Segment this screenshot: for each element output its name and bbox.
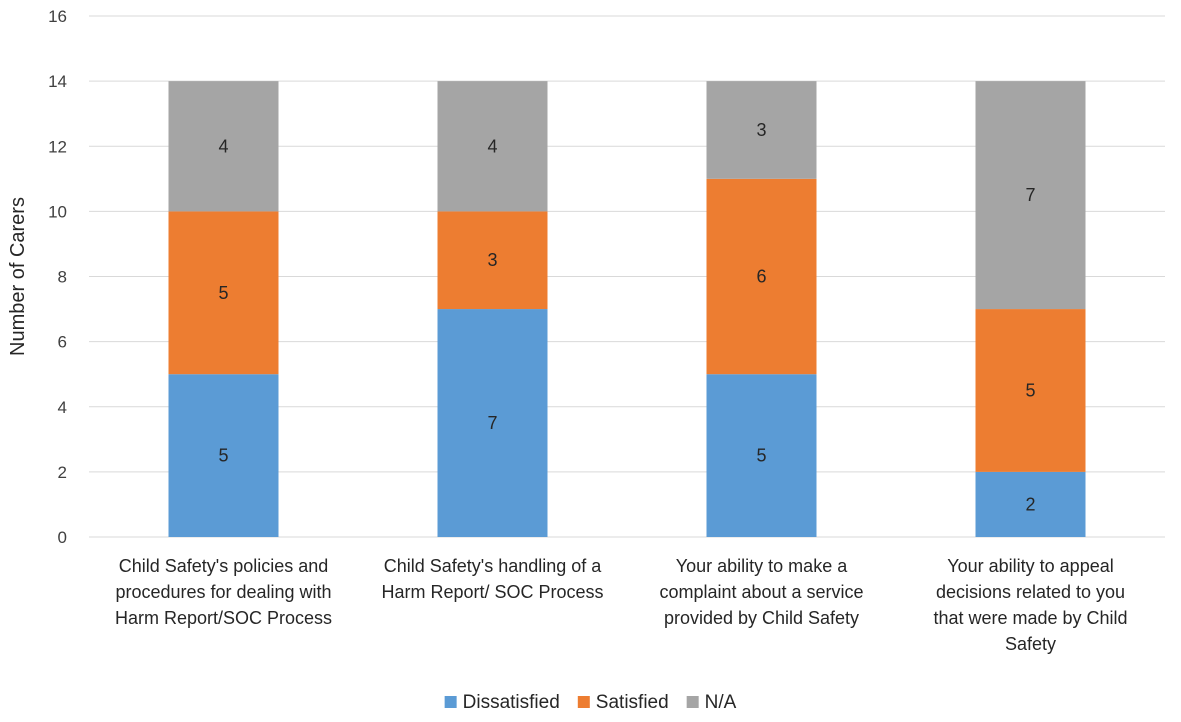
- x-category-label: Harm Report/SOC Process: [115, 608, 332, 628]
- x-category-label: procedures for dealing with: [115, 582, 331, 602]
- y-axis-title: Number of Carers: [7, 197, 29, 356]
- bar-segment-n-a: [975, 81, 1086, 310]
- legend: Dissatisfied Satisfied N/A: [444, 692, 737, 713]
- bar-segment-dissatisfied: [975, 471, 1086, 537]
- bar-segment-n-a: [437, 81, 548, 212]
- bar-segment-satisfied: [168, 211, 279, 375]
- y-tick-label: 6: [58, 333, 67, 352]
- data-label: 7: [1025, 185, 1035, 205]
- data-label: 4: [218, 136, 228, 156]
- x-category-label: Safety: [1005, 634, 1056, 654]
- legend-swatch: [444, 696, 457, 708]
- x-category-label: complaint about a service: [659, 582, 863, 602]
- data-label: 7: [487, 413, 497, 433]
- bar-segment-satisfied: [706, 178, 817, 375]
- data-label: 5: [756, 446, 766, 466]
- bar-segment-n-a: [706, 81, 817, 179]
- x-category-label: Child Safety's handling of a: [384, 556, 603, 576]
- bar-segment-n-a: [168, 81, 279, 212]
- y-tick-labels: 0 2 4 6 8 10 12 14 16: [48, 7, 67, 547]
- y-tick-label: 16: [48, 7, 67, 26]
- legend-label: Satisfied: [596, 692, 669, 713]
- x-category-label: decisions related to you: [936, 582, 1125, 602]
- x-category-label: Child Safety's policies and: [119, 556, 329, 576]
- y-tick-label: 12: [48, 137, 67, 156]
- x-category-label: Harm Report/ SOC Process: [381, 582, 603, 602]
- y-tick-label: 4: [58, 398, 67, 417]
- y-tick-label: 2: [58, 463, 67, 482]
- data-label: 4: [487, 136, 497, 156]
- data-label: 6: [756, 267, 766, 287]
- category-labels: Child Safety's policies and procedures fo…: [115, 556, 1128, 654]
- x-category-label: provided by Child Safety: [664, 608, 859, 628]
- bar-segment-dissatisfied: [437, 309, 548, 537]
- bar-segment-satisfied: [975, 309, 1086, 472]
- y-tick-label: 0: [58, 528, 67, 547]
- bar-segment-dissatisfied: [168, 374, 279, 537]
- data-label: 5: [218, 446, 228, 466]
- bar-segment-dissatisfied: [706, 374, 817, 537]
- legend-label: N/A: [705, 692, 737, 713]
- y-tick-label: 14: [48, 72, 67, 91]
- legend-swatch: [577, 696, 590, 708]
- y-tick-label: 8: [58, 268, 67, 287]
- bars: 5 5 4 7 3 4 5 6 3 2 5 7: [168, 81, 1086, 537]
- data-label: 3: [487, 250, 497, 270]
- x-category-label: Your ability to make a: [676, 556, 848, 576]
- legend-swatch: [686, 696, 699, 708]
- data-label: 5: [218, 283, 228, 303]
- y-tick-label: 10: [48, 202, 67, 221]
- data-label: 5: [1025, 380, 1035, 400]
- x-category-label: that were made by Child: [933, 608, 1127, 628]
- bar-segment-satisfied: [437, 211, 548, 310]
- legend-label: Dissatisfied: [463, 692, 560, 713]
- data-label: 3: [756, 120, 766, 140]
- data-label: 2: [1025, 494, 1035, 514]
- x-category-label: Your ability to appeal: [947, 556, 1113, 576]
